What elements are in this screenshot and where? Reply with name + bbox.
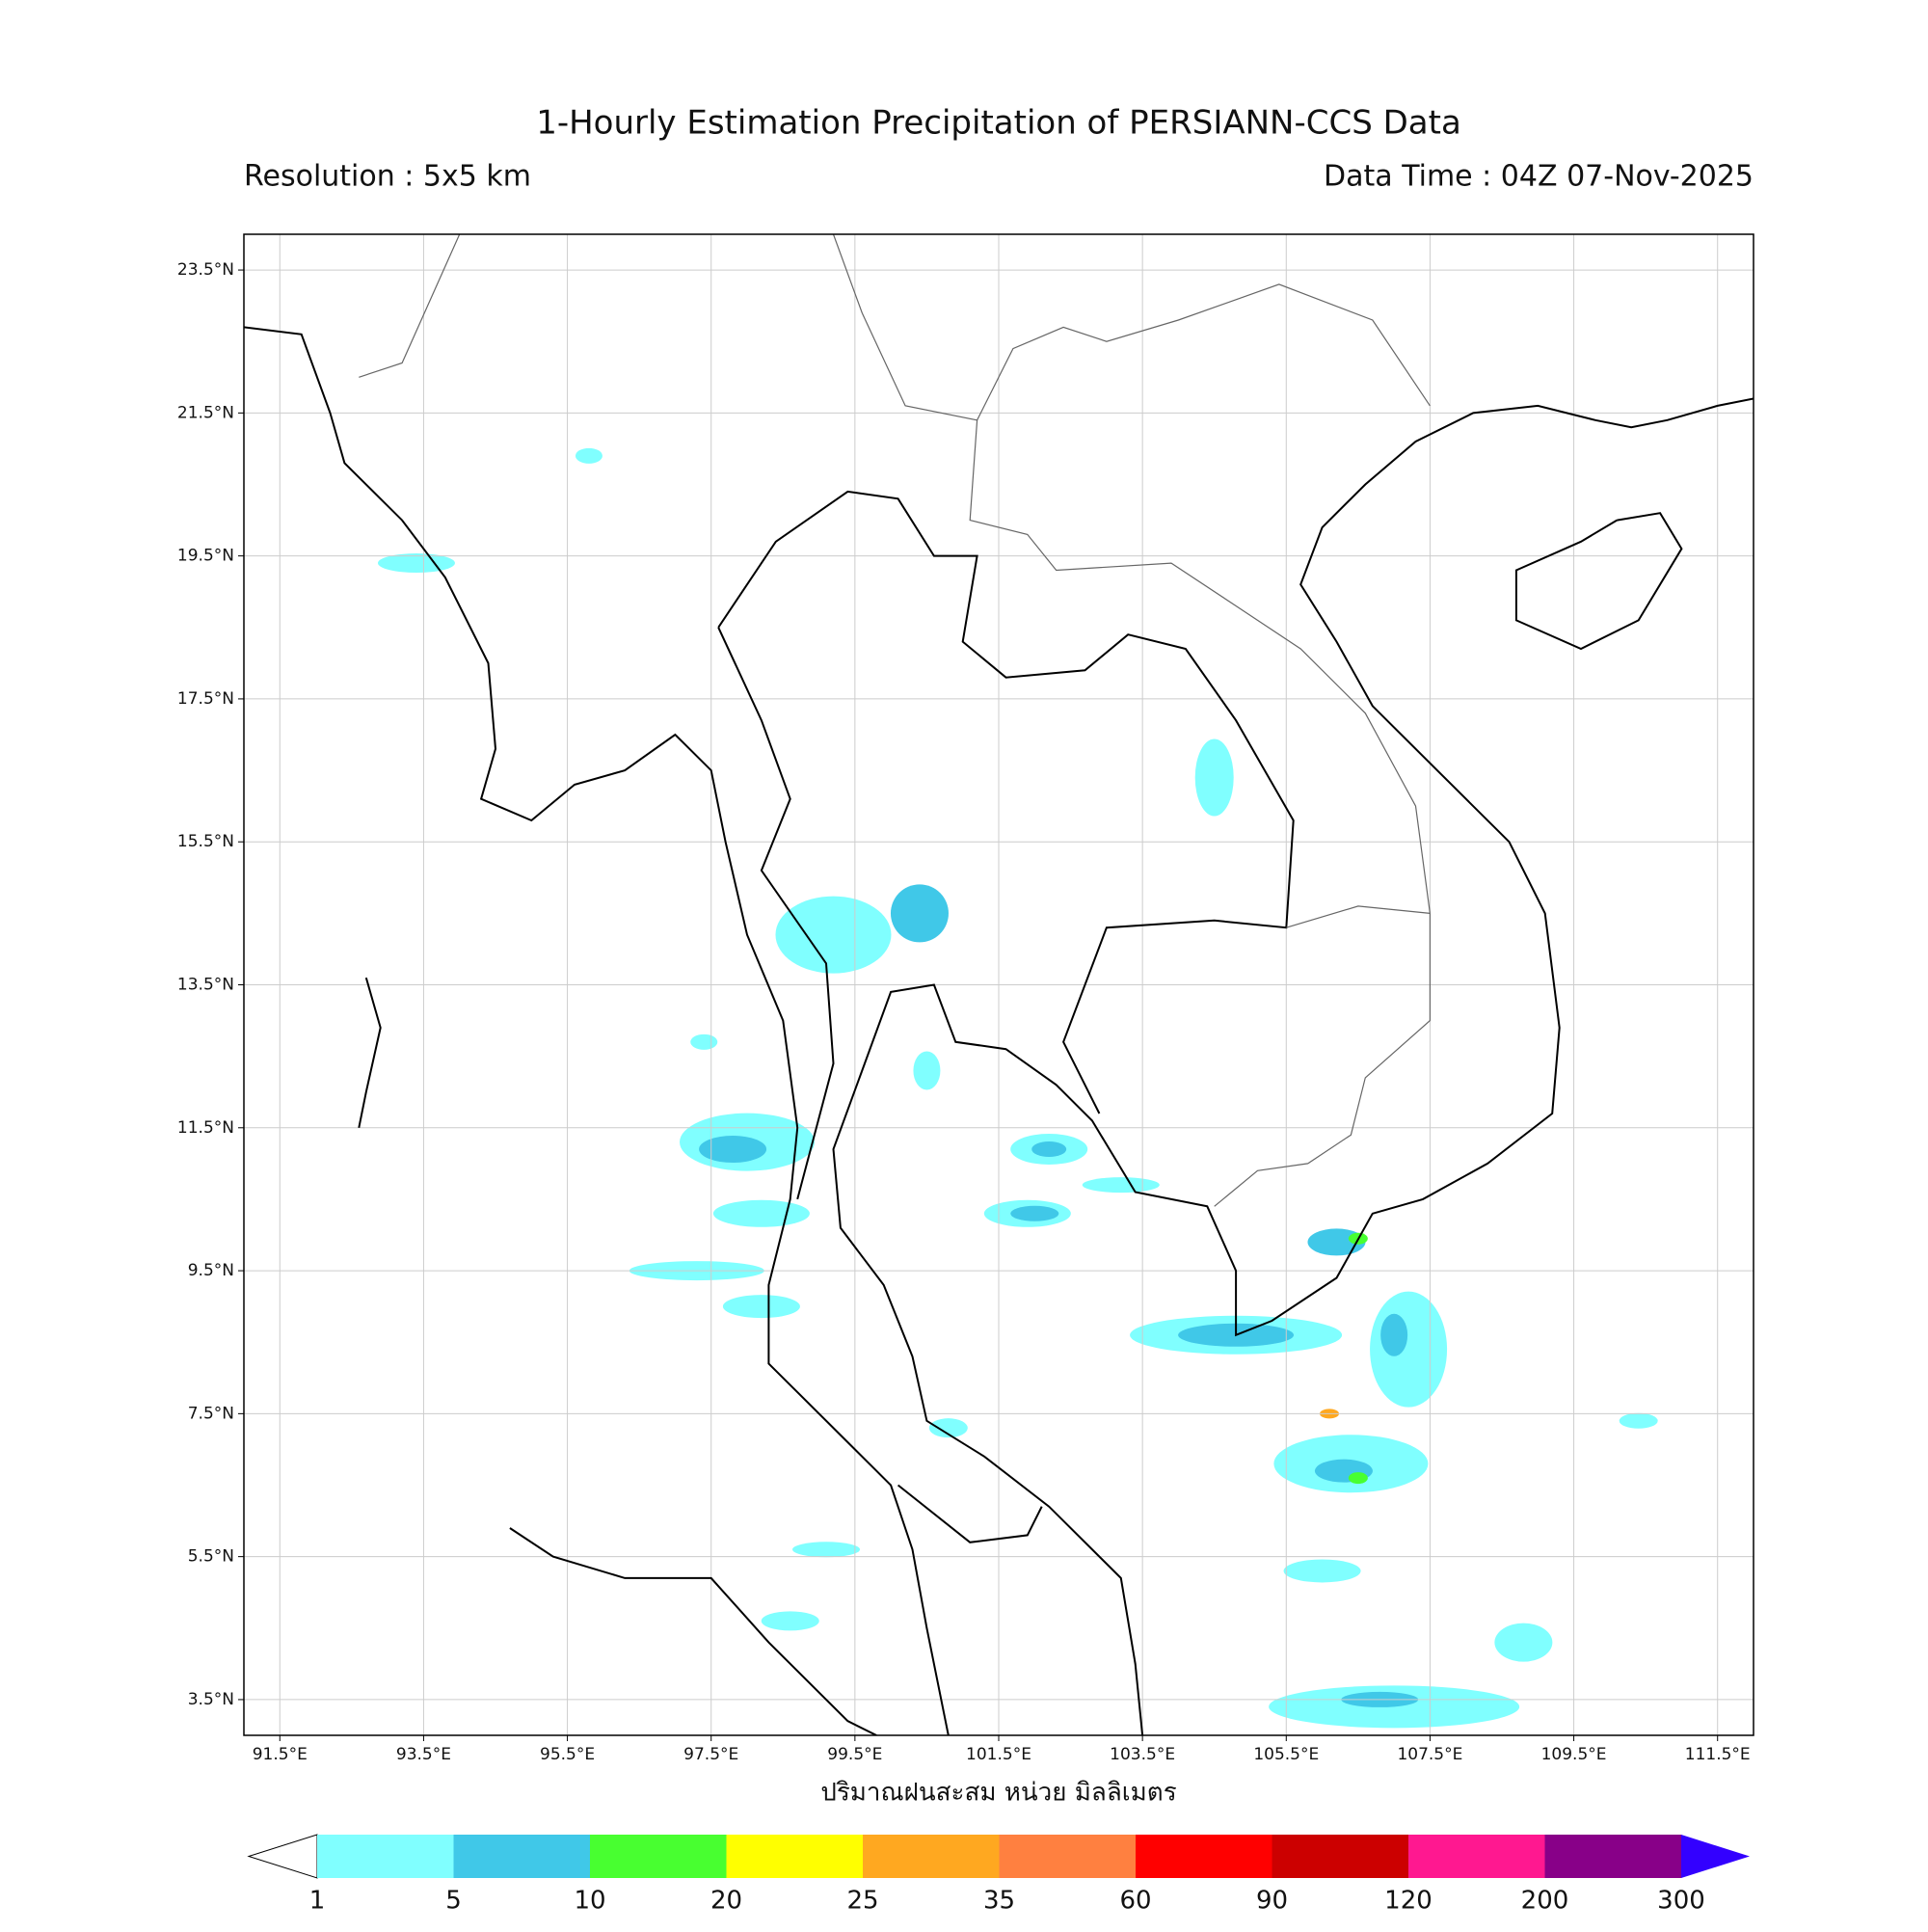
colorbar-tick-label: 1 — [309, 1887, 326, 1916]
x-tick-label: 103.5°E — [1110, 1745, 1175, 1764]
colorbar-tick-label: 25 — [846, 1887, 878, 1916]
coastline — [832, 397, 1754, 1735]
colorbar-segment — [317, 1835, 454, 1878]
map-area: 91.5°E 93.5°E 95.5°E 97.5°E 99.5°E 101.5°E 103… — [177, 233, 1754, 1764]
coastline — [1514, 512, 1683, 651]
colorbar-tick-label: 120 — [1384, 1887, 1433, 1916]
x-tick-label: 97.5°E — [683, 1745, 738, 1764]
colorbar-tick-label: 35 — [983, 1887, 1015, 1916]
colorbar-tick-label: 5 — [445, 1887, 462, 1916]
border — [1286, 905, 1431, 928]
border — [359, 234, 461, 378]
y-tick-label: 3.5°N — [188, 1690, 234, 1709]
coastline — [509, 1527, 877, 1735]
rain-patch — [890, 884, 949, 943]
subtitle-left: Resolution : 5x5 km — [244, 160, 531, 194]
colorbar-segment — [999, 1835, 1137, 1878]
rain-patch — [1283, 1559, 1361, 1583]
y-tick-label: 17.5°N — [177, 689, 234, 709]
x-tick-label: 111.5°E — [1685, 1745, 1751, 1764]
y-tick-label: 15.5°N — [177, 832, 234, 851]
rain-patch — [722, 1295, 800, 1319]
colorbar-tick-label: 90 — [1256, 1887, 1288, 1916]
rain-patch — [377, 553, 455, 574]
x-tick-label: 91.5°E — [253, 1745, 308, 1764]
y-tick-label: 21.5°N — [177, 403, 234, 422]
colorbar-segment — [1136, 1835, 1272, 1878]
border — [969, 419, 1431, 1207]
rain-patch — [1348, 1472, 1368, 1485]
colorbar-segment — [726, 1835, 864, 1878]
colorbar-segment — [1408, 1835, 1545, 1878]
map-content — [244, 234, 1754, 1735]
rain-patch — [712, 1199, 810, 1227]
rain-patch — [761, 1611, 819, 1631]
thai-border — [897, 1484, 1043, 1543]
title: 1-Hourly Estimation Precipitation of PER… — [536, 104, 1461, 143]
x-tick-label: 99.5°E — [827, 1745, 882, 1764]
rain-patch — [1194, 738, 1234, 817]
x-tick-label: 95.5°E — [540, 1745, 595, 1764]
y-tick-label: 23.5°N — [177, 260, 234, 280]
rain-patch — [690, 1033, 718, 1050]
rain-patch — [575, 447, 602, 464]
rain-patch — [1082, 1177, 1160, 1194]
rain-patch — [1031, 1141, 1067, 1158]
colorbar-segment — [863, 1835, 1000, 1878]
rain-patch — [1380, 1313, 1408, 1356]
x-tick-label: 109.5°E — [1541, 1745, 1607, 1764]
colorbar-segment — [590, 1835, 727, 1878]
colorbar-under — [247, 1834, 318, 1879]
border — [832, 234, 1431, 421]
colorbar-tick-label: 10 — [574, 1887, 605, 1916]
rain-patch — [775, 896, 892, 974]
colorbar-segment — [1544, 1835, 1682, 1878]
thai-border — [717, 627, 835, 1200]
y-tick-label: 13.5°N — [177, 976, 234, 995]
y-tick-label: 9.5°N — [188, 1261, 234, 1280]
colorbar-label: ปริมาณฝนสะสม หน่วย มิลลิเมตร — [820, 1779, 1176, 1808]
thai-border — [717, 490, 1295, 1114]
rain-patch — [1494, 1623, 1553, 1662]
rain-patch — [792, 1542, 861, 1558]
map-frame — [243, 233, 1754, 1736]
colorbar-tick-label: 200 — [1521, 1887, 1569, 1916]
colorbar-over — [1681, 1835, 1750, 1878]
rain-patch — [1370, 1291, 1448, 1408]
x-tick-label: 107.5°E — [1397, 1745, 1462, 1764]
y-tick-label: 11.5°N — [177, 1118, 234, 1138]
x-tick-label: 101.5°E — [966, 1745, 1031, 1764]
rain-patch — [928, 1418, 968, 1438]
x-tick-label: 105.5°E — [1253, 1745, 1319, 1764]
rain-patch — [1010, 1205, 1059, 1221]
rain-patch — [913, 1051, 941, 1090]
colorbar-tick-label: 20 — [710, 1887, 742, 1916]
colorbar-tick-label: 60 — [1119, 1887, 1151, 1916]
coastline — [358, 977, 382, 1128]
colorbar-tick-label: 300 — [1657, 1887, 1705, 1916]
rain-patch — [1619, 1412, 1658, 1429]
coastline — [244, 326, 950, 1735]
subtitle-right: Data Time : 04Z 07-Nov-2025 — [1324, 160, 1754, 194]
y-tick-label: 5.5°N — [188, 1547, 234, 1567]
y-tick-label: 19.5°N — [177, 547, 234, 566]
colorbar-segment — [1272, 1835, 1409, 1878]
x-tick-label: 93.5°E — [396, 1745, 451, 1764]
colorbar-segment — [453, 1835, 591, 1878]
rain-patch — [699, 1136, 767, 1164]
y-tick-label: 7.5°N — [188, 1404, 234, 1423]
